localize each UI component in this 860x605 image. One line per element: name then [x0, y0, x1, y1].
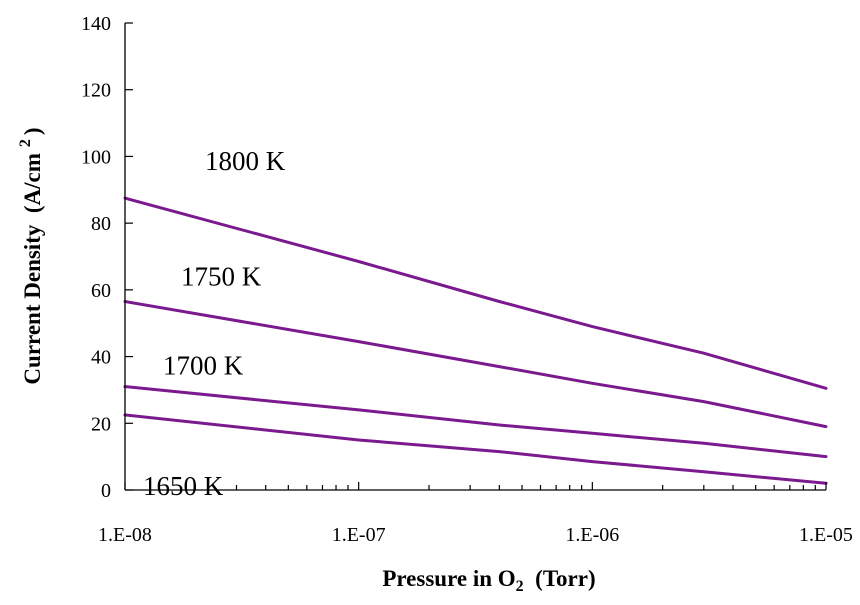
axes	[124, 23, 826, 491]
x-tick-label: 1.E-05	[799, 524, 853, 546]
series-label: 1650 K	[143, 471, 224, 501]
x-axis-title: Pressure in O2 (Torr)	[382, 566, 595, 595]
y-tick-label: 20	[91, 413, 111, 435]
y-axis-title: Current Density (A/cm2)	[17, 127, 45, 384]
series-line	[123, 196, 828, 390]
y-tick-label: 100	[81, 146, 111, 168]
y-tick-label: 80	[91, 213, 111, 235]
x-tick-label: 1.E-08	[98, 524, 152, 546]
y-tick-label: 0	[101, 480, 111, 502]
series-label: 1700 K	[163, 351, 244, 381]
y-tick-label: 40	[91, 347, 111, 369]
minor-ticks	[194, 485, 816, 490]
series-line	[123, 385, 828, 459]
series-label: 1750 K	[181, 262, 262, 292]
series-labels: 1800 K 1750 K 1700 K 1650 K	[143, 146, 286, 501]
y-tick-label: 140	[81, 13, 111, 35]
y-tick-label: 60	[91, 280, 111, 302]
series-line	[123, 413, 828, 485]
series-lines	[123, 196, 828, 485]
x-tick-label: 1.E-07	[332, 524, 386, 546]
y-tick-label: 120	[81, 80, 111, 102]
series-label: 1800 K	[205, 146, 286, 176]
x-axis-ticks: 1.E-08 1.E-07 1.E-06 1.E-05	[98, 482, 853, 546]
x-tick-label: 1.E-06	[565, 524, 619, 546]
y-axis-ticks: 0 20 40 60 80 100 120 140	[81, 13, 133, 502]
series-line	[123, 300, 828, 429]
